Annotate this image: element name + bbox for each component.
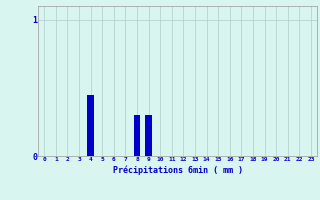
Bar [145, 115, 152, 156]
Bar [87, 95, 94, 156]
Bar [133, 115, 140, 156]
X-axis label: Précipitations 6min ( mm ): Précipitations 6min ( mm ) [113, 165, 243, 175]
